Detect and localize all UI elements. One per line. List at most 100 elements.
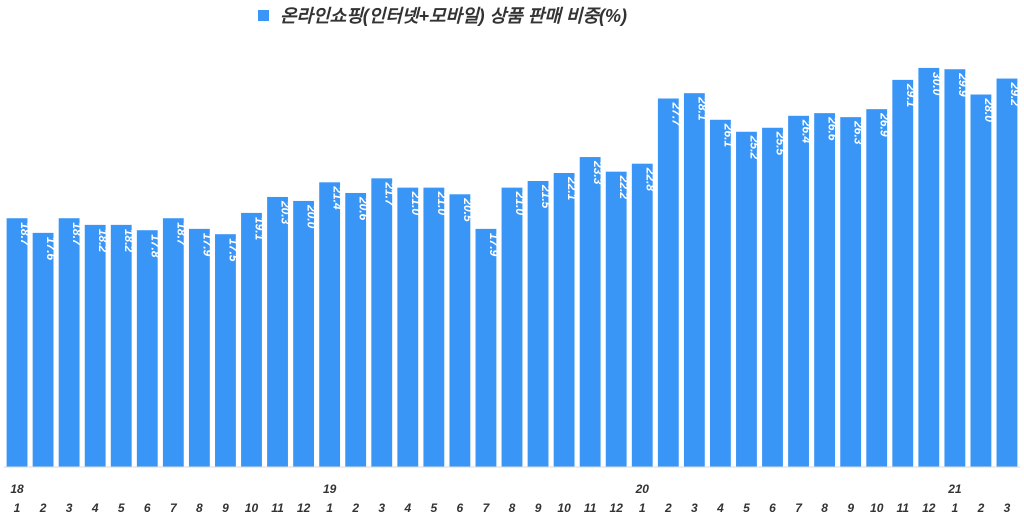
- bars-layer: [6, 67, 1018, 468]
- x-year-label: 18: [10, 482, 24, 496]
- bar: [6, 218, 28, 467]
- x-tick-label: 11: [897, 501, 910, 515]
- bar-value-label: 22.2: [617, 175, 631, 200]
- bar: [814, 113, 836, 467]
- x-tick-label: 3: [378, 501, 385, 515]
- x-tick-labels-layer: 1 2 3 4 5 6 7 8 9 10 11 12 1 2 3 4 5 6 7 8 9 10 11 12 1 2 3 4 5 6 7 8 9 1…: [14, 501, 1011, 515]
- bar: [762, 127, 783, 468]
- bar: [423, 187, 445, 467]
- x-year-label: 21: [947, 482, 962, 496]
- bar: [371, 178, 393, 467]
- bar-value-label: 21.0: [435, 191, 449, 216]
- x-tick-label: 3: [691, 501, 698, 515]
- bar-value-label: 20.3: [279, 200, 293, 225]
- bar: [32, 232, 54, 467]
- x-tick-label: 10: [245, 501, 259, 515]
- bar-value-label: 22.8: [643, 167, 657, 192]
- x-tick-label: 2: [351, 501, 359, 515]
- bar: [892, 79, 914, 467]
- x-tick-label: 9: [847, 501, 854, 515]
- bar-value-label: 20.0: [305, 204, 319, 229]
- bar-value-label: 19.1: [252, 217, 266, 241]
- bar: [788, 115, 809, 468]
- bar-value-label: 18.7: [70, 222, 84, 247]
- x-tick-label: 2: [39, 501, 47, 515]
- bar-value-label: 28.1: [695, 96, 709, 121]
- bar-value-label: 21.7: [383, 181, 397, 207]
- bar-value-label: 21.5: [539, 184, 553, 209]
- x-year-label: 20: [635, 482, 650, 496]
- bar-value-label: 18.2: [96, 229, 110, 253]
- x-tick-label: 2: [977, 501, 985, 515]
- bar: [58, 218, 80, 467]
- x-tick-label: 2: [664, 501, 672, 515]
- bar-value-label: 30.0: [930, 72, 944, 96]
- bar-value-label: 17.5: [226, 238, 240, 262]
- value-labels-layer: 18.7 17.6 18.7 18.2 18.2 17.8 18.7 17.9 17.5 19.1…: [18, 72, 1022, 262]
- bar: [579, 157, 601, 468]
- bar: [553, 173, 575, 467]
- x-tick-label: 7: [170, 501, 178, 515]
- x-tick-label: 5: [743, 501, 750, 515]
- x-tick-label: 8: [509, 501, 516, 515]
- bar-value-label: 29.9: [956, 72, 970, 97]
- bar-value-label: 21.0: [513, 191, 527, 216]
- bar: [996, 78, 1018, 468]
- bar-value-label: 18.2: [122, 229, 136, 253]
- x-tick-label: 8: [821, 501, 828, 515]
- bar: [267, 196, 288, 467]
- bar: [188, 228, 210, 467]
- x-tick-label: 5: [118, 501, 125, 515]
- x-year-label: 19: [323, 482, 337, 496]
- bar-value-label: 26.1: [721, 123, 735, 148]
- bar-value-label: 20.6: [357, 196, 371, 221]
- x-tick-label: 1: [952, 501, 959, 515]
- x-tick-label: 11: [271, 501, 284, 515]
- bar: [683, 93, 705, 468]
- bar: [605, 171, 627, 468]
- bar: [293, 200, 315, 467]
- bar: [501, 187, 523, 467]
- x-tick-label: 4: [716, 501, 724, 515]
- legend-swatch: [258, 10, 269, 21]
- x-tick-label: 10: [557, 501, 571, 515]
- bar-value-label: 26.6: [826, 116, 840, 141]
- bar: [397, 187, 419, 467]
- bar-value-label: 17.9: [200, 233, 214, 257]
- bar: [475, 228, 497, 467]
- bar: [918, 67, 940, 467]
- x-tick-label: 12: [297, 501, 311, 515]
- bar-value-label: 17.8: [148, 234, 162, 258]
- x-tick-label: 1: [14, 501, 21, 515]
- bar: [162, 218, 184, 467]
- bar: [215, 234, 236, 467]
- bar-value-label: 17.9: [487, 233, 501, 257]
- bar-value-label: 21.4: [331, 185, 345, 210]
- bar: [631, 163, 653, 467]
- bar-value-label: 27.7: [669, 102, 683, 128]
- bar-value-label: 23.3: [591, 160, 605, 185]
- x-tick-label: 3: [1004, 501, 1011, 515]
- x-tick-label: 1: [639, 501, 646, 515]
- bar-value-label: 26.9: [878, 112, 892, 137]
- bar-value-label: 22.1: [565, 176, 579, 201]
- x-tick-label: 12: [610, 501, 624, 515]
- x-tick-label: 4: [403, 501, 411, 515]
- bar-value-label: 18.7: [174, 222, 188, 247]
- x-tick-label: 7: [483, 501, 491, 515]
- x-tick-label: 6: [457, 501, 464, 515]
- bar-value-label: 25.2: [747, 135, 761, 160]
- x-tick-label: 8: [196, 501, 203, 515]
- x-tick-label: 9: [222, 501, 229, 515]
- bar: [840, 117, 862, 467]
- bar: [970, 94, 992, 468]
- chart-legend: 온라인쇼핑(인터넷+모바일) 상품 판매 비중(%): [258, 6, 627, 26]
- bar: [709, 119, 731, 467]
- x-tick-label: 11: [584, 501, 597, 515]
- bar-value-label: 26.4: [800, 119, 814, 144]
- bar: [657, 98, 679, 467]
- x-tick-label: 10: [870, 501, 884, 515]
- bar-value-label: 29.2: [1008, 82, 1022, 107]
